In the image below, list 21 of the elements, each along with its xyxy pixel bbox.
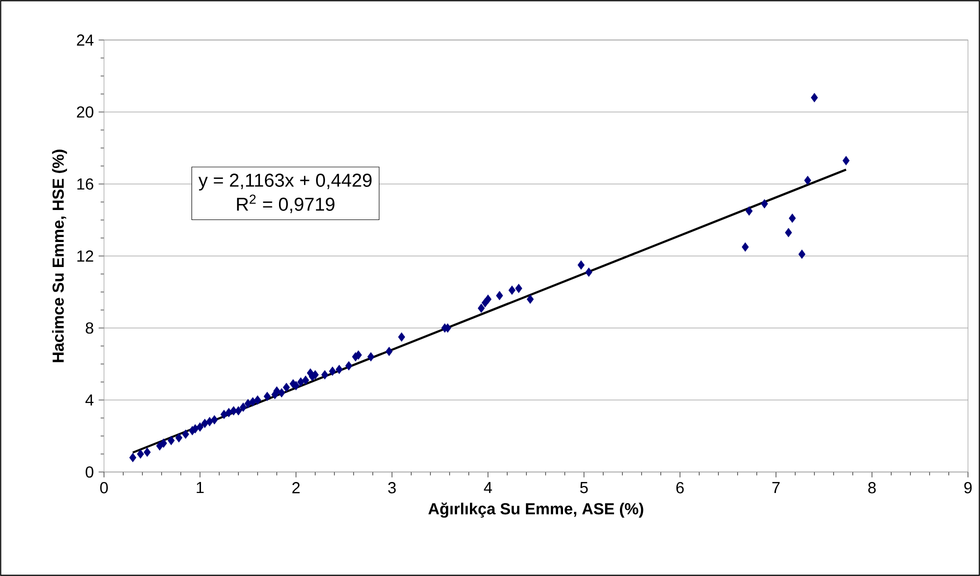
x-tick-label: 5 — [580, 482, 588, 494]
x-tick-label: 0 — [100, 482, 108, 494]
y-tick-label: 4 — [85, 394, 94, 406]
x-tick-label: 9 — [964, 482, 972, 494]
x-tick-label: 3 — [388, 482, 396, 494]
y-tick-label: 12 — [77, 250, 94, 262]
y-axis-title: Hacimce Su Emme, HSE (%) — [52, 150, 68, 362]
x-tick-label: 8 — [868, 482, 876, 494]
y-tick-label: 20 — [76, 106, 94, 118]
x-tick-label: 7 — [772, 482, 780, 494]
x-tick-label: 4 — [484, 482, 492, 494]
x-tick-label: 6 — [676, 482, 684, 494]
y-tick-label: 24 — [76, 34, 94, 46]
y-tick-label: 0 — [86, 466, 94, 478]
annotation: R$^{2}$ = 0,9719 — [237, 194, 334, 214]
y-tick-label: 8 — [86, 322, 94, 334]
y-tick-label: 16 — [77, 178, 94, 190]
x-tick-label: 2 — [292, 482, 300, 494]
x-axis-title: Ağırlıkça Su Emme, ASE (%) — [428, 502, 644, 518]
x-tick-label: 1 — [196, 482, 204, 494]
annotation: y = 2,1163x + 0,4429 — [198, 174, 372, 191]
